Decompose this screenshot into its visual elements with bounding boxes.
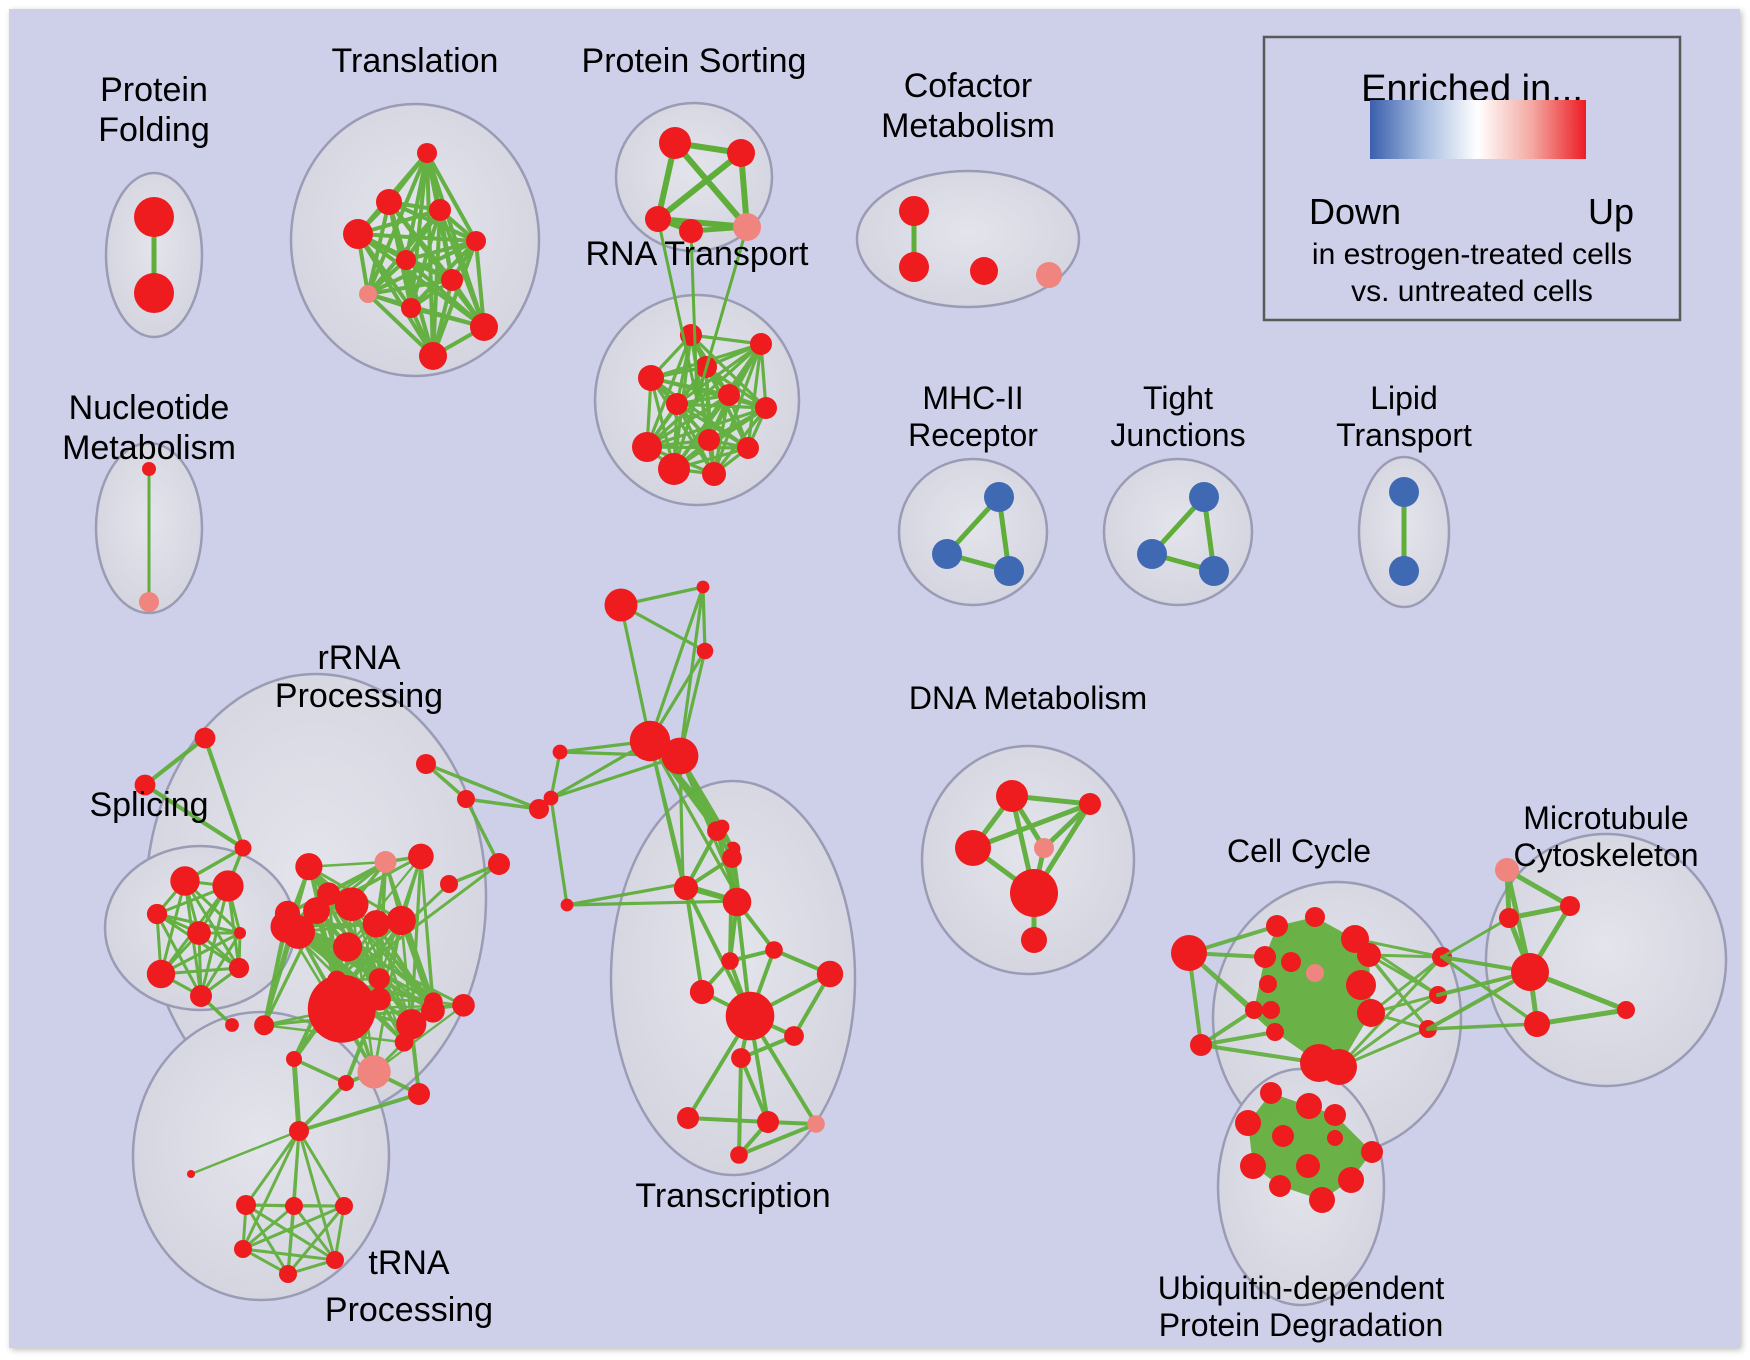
svg-text:Processing: Processing: [275, 677, 443, 715]
svg-text:vs. untreated cells: vs. untreated cells: [1351, 275, 1593, 308]
svg-text:Processing: Processing: [325, 1291, 493, 1329]
svg-text:Up: Up: [1588, 191, 1634, 232]
svg-text:RNA Transport: RNA Transport: [586, 235, 810, 273]
svg-text:Receptor: Receptor: [908, 417, 1038, 453]
svg-text:Microtubule: Microtubule: [1523, 800, 1688, 836]
svg-text:Down: Down: [1309, 191, 1401, 232]
svg-text:Tight: Tight: [1143, 380, 1213, 416]
svg-text:tRNA: tRNA: [368, 1244, 450, 1282]
svg-text:Transport: Transport: [1336, 417, 1472, 453]
svg-text:Folding: Folding: [98, 111, 210, 149]
svg-text:Splicing: Splicing: [89, 786, 208, 824]
svg-text:Cell Cycle: Cell Cycle: [1227, 833, 1371, 869]
svg-text:Transcription: Transcription: [635, 1177, 830, 1215]
svg-text:Protein Sorting: Protein Sorting: [582, 42, 807, 80]
svg-text:Translation: Translation: [332, 42, 499, 80]
svg-text:Ubiquitin-dependent: Ubiquitin-dependent: [1158, 1270, 1445, 1306]
svg-text:Cofactor: Cofactor: [904, 67, 1033, 105]
svg-text:Junctions: Junctions: [1110, 417, 1245, 453]
svg-text:DNA Metabolism: DNA Metabolism: [909, 680, 1147, 716]
svg-text:MHC-II: MHC-II: [922, 380, 1023, 416]
svg-text:Protein Degradation: Protein Degradation: [1159, 1307, 1444, 1343]
svg-text:Protein: Protein: [100, 71, 208, 109]
svg-text:Lipid: Lipid: [1370, 380, 1438, 416]
svg-text:Nucleotide: Nucleotide: [69, 389, 230, 427]
svg-text:Cytoskeleton: Cytoskeleton: [1514, 837, 1699, 873]
svg-text:Metabolism: Metabolism: [62, 429, 236, 467]
svg-text:rRNA: rRNA: [317, 639, 400, 677]
svg-text:in estrogen-treated cells: in estrogen-treated cells: [1312, 238, 1632, 271]
svg-text:Metabolism: Metabolism: [881, 107, 1055, 145]
